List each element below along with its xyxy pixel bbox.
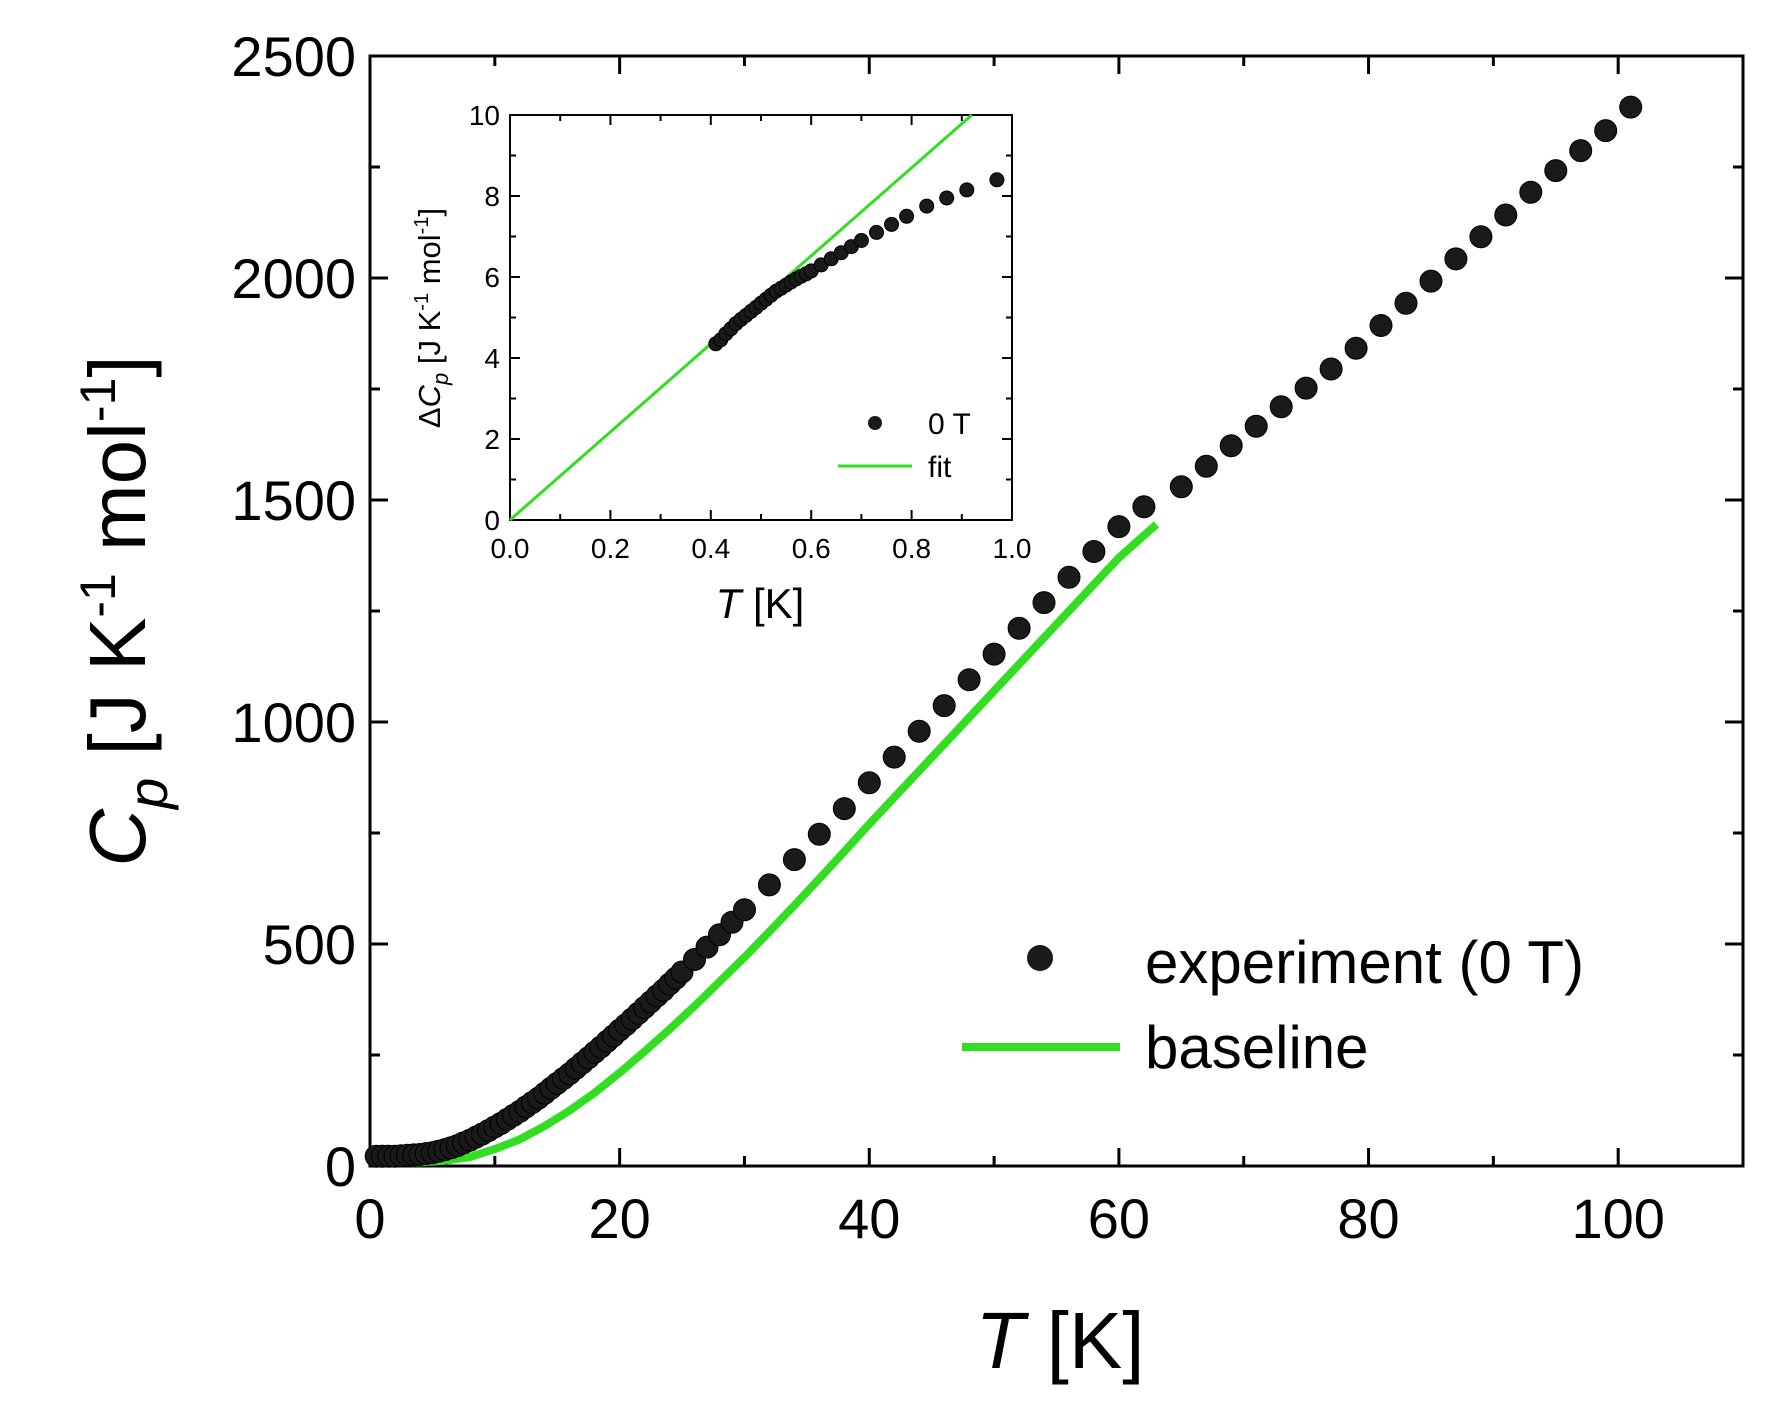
- y-tick-label: 0: [325, 1135, 356, 1198]
- y-tick-label: 1000: [231, 691, 356, 754]
- experiment-point: [982, 642, 1006, 666]
- experiment-point: [1444, 247, 1468, 271]
- inset-tick-labels: 0.0 0.2 0.4 0.6 0.8 1.0 0 2 4 6 8 10: [469, 100, 1032, 564]
- baseline-curve: [370, 521, 1160, 1167]
- experiment-point: [1169, 475, 1193, 499]
- experiment-point: [1032, 591, 1056, 615]
- x-tick-label: 0.0: [491, 533, 530, 564]
- y-tick-label: 2000: [231, 247, 356, 310]
- y-tick-label: 4: [484, 343, 500, 374]
- inset-experiment-point: [989, 172, 1005, 188]
- y-tick-label: 8: [484, 181, 500, 212]
- experiment-point: [1269, 395, 1293, 419]
- baseline-series: [370, 521, 1160, 1167]
- inset-legend-marker: [868, 416, 882, 430]
- experiment-point: [757, 873, 781, 897]
- experiment-point: [1569, 139, 1593, 163]
- y-tick-label: 500: [263, 913, 356, 976]
- experiment-point: [907, 719, 931, 743]
- inset-legend: 0 T fit: [838, 408, 971, 484]
- inset-legend-fit-label: fit: [928, 451, 952, 484]
- experiment-point: [782, 848, 806, 872]
- inset-experiment-point: [899, 208, 915, 224]
- legend-experiment-label: experiment (0 T): [1145, 929, 1584, 996]
- experiment-point: [1469, 225, 1493, 249]
- y-tick-label: 2500: [231, 25, 356, 88]
- inset-plot: 0.0 0.2 0.4 0.6 0.8 1.0 0 2 4 6 8 10 T [K] ΔCp [J K…: [411, 100, 1031, 627]
- x-tick-label: 0: [354, 1187, 385, 1250]
- experiment-point: [1082, 540, 1106, 563]
- experiment-point: [1594, 119, 1618, 143]
- experiment-series: [364, 95, 1643, 1168]
- inset-experiment-point: [919, 198, 935, 214]
- main-ticks: [368, 54, 1745, 1168]
- experiment-point: [857, 771, 881, 795]
- inset-legend-label: 0 T: [928, 408, 971, 441]
- inset-experiment-point: [939, 190, 955, 206]
- x-tick-label: 80: [1337, 1187, 1399, 1250]
- experiment-point: [1369, 314, 1393, 337]
- experiment-point: [1319, 357, 1343, 381]
- inset-y-axis-title: ΔCp [J K-1 mol-1]: [411, 208, 453, 428]
- experiment-point: [807, 822, 831, 846]
- experiment-point: [1419, 269, 1443, 293]
- inset-experiment-point: [959, 182, 975, 198]
- x-axis-title: T [K]: [976, 1296, 1145, 1385]
- x-tick-label: 0.8: [892, 533, 931, 564]
- x-tick-label: 20: [588, 1187, 650, 1250]
- experiment-point: [1519, 180, 1543, 204]
- x-tick-label: 60: [1088, 1187, 1150, 1250]
- y-axis-title: Cp [J K-1 mol-1]: [70, 355, 179, 866]
- legend-baseline-label: baseline: [1145, 1014, 1369, 1081]
- experiment-point: [1494, 203, 1518, 227]
- experiment-point: [932, 694, 956, 718]
- experiment-point: [1344, 336, 1368, 360]
- experiment-point: [1544, 159, 1568, 183]
- y-tick-label: 10: [469, 100, 500, 131]
- experiment-point: [1244, 414, 1268, 438]
- experiment-point: [957, 668, 981, 692]
- x-tick-label: 0.2: [591, 533, 630, 564]
- experiment-point: [1057, 565, 1081, 589]
- experiment-point: [1007, 616, 1031, 640]
- experiment-point: [1294, 376, 1318, 400]
- experiment-point: [1219, 434, 1243, 458]
- experiment-point: [1619, 95, 1643, 119]
- x-tick-label: 1.0: [993, 533, 1032, 564]
- experiment-point: [882, 745, 906, 769]
- main-legend: experiment (0 T) baseline: [962, 929, 1584, 1081]
- x-tick-label: 40: [838, 1187, 900, 1250]
- inset-x-axis-title: T [K]: [716, 580, 805, 627]
- inset-experiment-point: [884, 216, 899, 232]
- inset-experiment-point: [869, 224, 884, 240]
- experiment-point: [733, 898, 756, 922]
- inset-experiment-point: [853, 233, 869, 248]
- inset-ticks: [509, 114, 1013, 521]
- x-tick-label: 100: [1571, 1187, 1664, 1250]
- experiment-point: [832, 797, 856, 821]
- experiment-point: [1107, 515, 1131, 539]
- x-tick-label: 0.6: [792, 533, 831, 564]
- y-tick-label: 2: [484, 424, 500, 455]
- y-tick-label: 1500: [231, 469, 356, 532]
- y-tick-label: 6: [484, 262, 500, 293]
- experiment-point: [1394, 291, 1418, 315]
- experiment-point: [1194, 454, 1218, 478]
- x-tick-label: 0.4: [691, 533, 730, 564]
- experiment-point: [1132, 495, 1156, 519]
- inset-experiment-series: [708, 172, 1005, 352]
- legend-experiment-marker: [1027, 945, 1053, 971]
- y-tick-label: 0: [484, 505, 500, 536]
